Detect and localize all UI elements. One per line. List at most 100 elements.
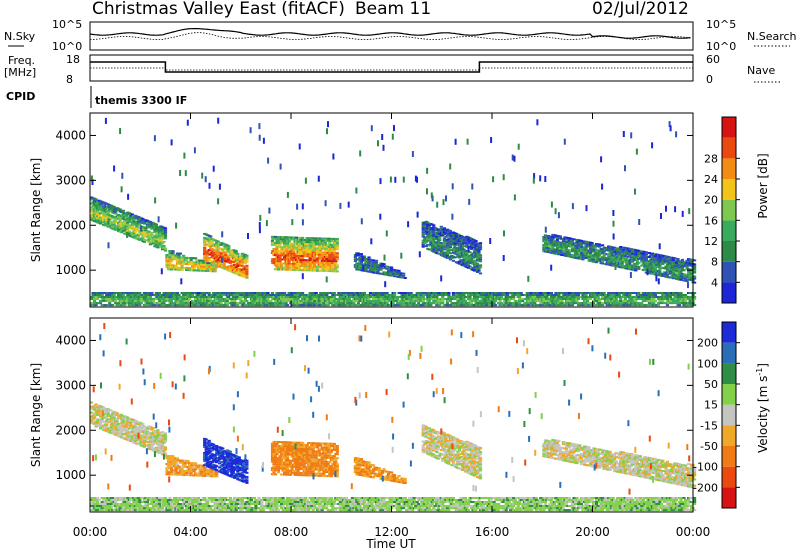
heatmap-cell	[616, 247, 619, 249]
heatmap-cell	[336, 266, 339, 268]
heatmap-cell	[664, 302, 667, 304]
heatmap-cell	[93, 300, 96, 302]
heatmap-cell	[348, 300, 351, 302]
heatmap-cell	[286, 251, 289, 253]
heatmap-cell	[138, 304, 141, 306]
heatmap-cell	[245, 269, 248, 271]
heatmap-cell	[372, 259, 375, 261]
heatmap-cell	[352, 302, 355, 304]
heatmap-cell	[336, 264, 339, 266]
heatmap-cell	[208, 257, 211, 259]
heatmap-cell	[676, 296, 679, 298]
heatmap-cell	[398, 270, 401, 272]
heatmap-cell	[274, 304, 277, 306]
heatmap-cell	[575, 300, 578, 302]
heatmap-cell	[150, 292, 153, 294]
heatmap-cell	[182, 261, 185, 263]
heatmap-cell	[410, 300, 413, 302]
heatmap-cell	[227, 247, 230, 249]
heatmap-cell	[672, 269, 675, 271]
heatmap-cell	[396, 298, 399, 300]
heatmap-cell	[594, 257, 597, 259]
heatmap-cell	[679, 300, 682, 302]
heatmap-cell	[271, 292, 274, 294]
heatmap-cell	[173, 298, 176, 300]
heatmap-cell	[441, 302, 444, 304]
heatmap-cell	[220, 298, 223, 300]
heatmap-cell	[473, 298, 476, 300]
heatmap-cell	[303, 294, 306, 296]
heatmap-cell	[548, 245, 551, 247]
heatmap-cell	[631, 267, 634, 269]
heatmap-cell	[383, 263, 386, 265]
heatmap-cell	[500, 304, 503, 306]
heatmap-cell	[171, 264, 174, 266]
heatmap-cell	[322, 292, 325, 294]
heatmap-cell	[381, 292, 384, 294]
heatmap-cell	[518, 302, 521, 304]
heatmap-cell	[330, 300, 333, 302]
heatmap-cell	[426, 240, 429, 242]
heatmap-cell	[496, 298, 499, 300]
heatmap-cell	[547, 235, 550, 237]
heatmap-cell	[568, 292, 571, 294]
heatmap-cell	[224, 254, 227, 256]
heatmap-cell	[512, 296, 515, 298]
heatmap-cell	[328, 264, 331, 266]
heatmap-cell	[643, 255, 646, 257]
heatmap-cell	[422, 234, 425, 236]
heatmap-cell	[230, 292, 233, 294]
heatmap-cell	[209, 298, 212, 300]
heatmap-cell	[295, 237, 298, 239]
heatmap-cell	[386, 266, 389, 268]
heatmap-cell	[336, 252, 339, 254]
heatmap-cell	[187, 294, 190, 296]
heatmap-cell	[283, 246, 286, 248]
heatmap-cell	[588, 302, 591, 304]
heatmap-cell	[122, 294, 125, 296]
heatmap-cell	[336, 248, 339, 250]
heatmap-cell	[379, 267, 382, 269]
heatmap-cell	[321, 254, 324, 256]
heatmap-cell	[123, 298, 126, 300]
heatmap-cell	[300, 249, 303, 251]
heatmap-cell	[337, 294, 340, 296]
heatmap-cell	[663, 294, 666, 296]
heatmap-cell	[612, 296, 615, 298]
heatmap-cell	[333, 300, 336, 302]
heatmap-cell	[603, 292, 606, 294]
heatmap-cell	[367, 298, 370, 300]
heatmap-cell	[321, 300, 324, 302]
heatmap-cell	[211, 302, 214, 304]
heatmap-cell	[291, 296, 294, 298]
heatmap-cell	[321, 260, 324, 262]
heatmap-cell	[621, 265, 624, 267]
heatmap-cell	[476, 263, 479, 265]
heatmap-cell	[156, 246, 159, 248]
heatmap-cell	[171, 256, 174, 258]
heatmap-cell	[468, 304, 471, 306]
heatmap-cell	[146, 298, 149, 300]
heatmap-cell	[426, 298, 429, 300]
heatmap-cell	[414, 298, 417, 300]
heatmap-cell	[575, 292, 578, 294]
heatmap-cell	[358, 300, 361, 302]
heatmap-cell	[673, 257, 676, 259]
heatmap-cell	[562, 240, 565, 242]
heatmap-cell	[170, 260, 173, 262]
heatmap-cell	[645, 253, 648, 255]
heatmap-cell	[634, 269, 637, 271]
heatmap-cell	[521, 300, 524, 302]
heatmap-cell	[351, 304, 354, 306]
heatmap-cell	[266, 298, 269, 300]
heatmap-cell	[585, 296, 588, 298]
heatmap-cell	[99, 300, 102, 302]
date-label: 02/Jul/2012	[592, 0, 689, 19]
heatmap-cell	[547, 251, 550, 253]
heatmap-cell	[134, 298, 137, 300]
heatmap-cell	[345, 292, 348, 294]
heatmap-cell	[432, 224, 435, 226]
heatmap-cell	[162, 241, 165, 243]
heatmap-cell	[202, 296, 205, 298]
heatmap-cell	[313, 304, 316, 306]
